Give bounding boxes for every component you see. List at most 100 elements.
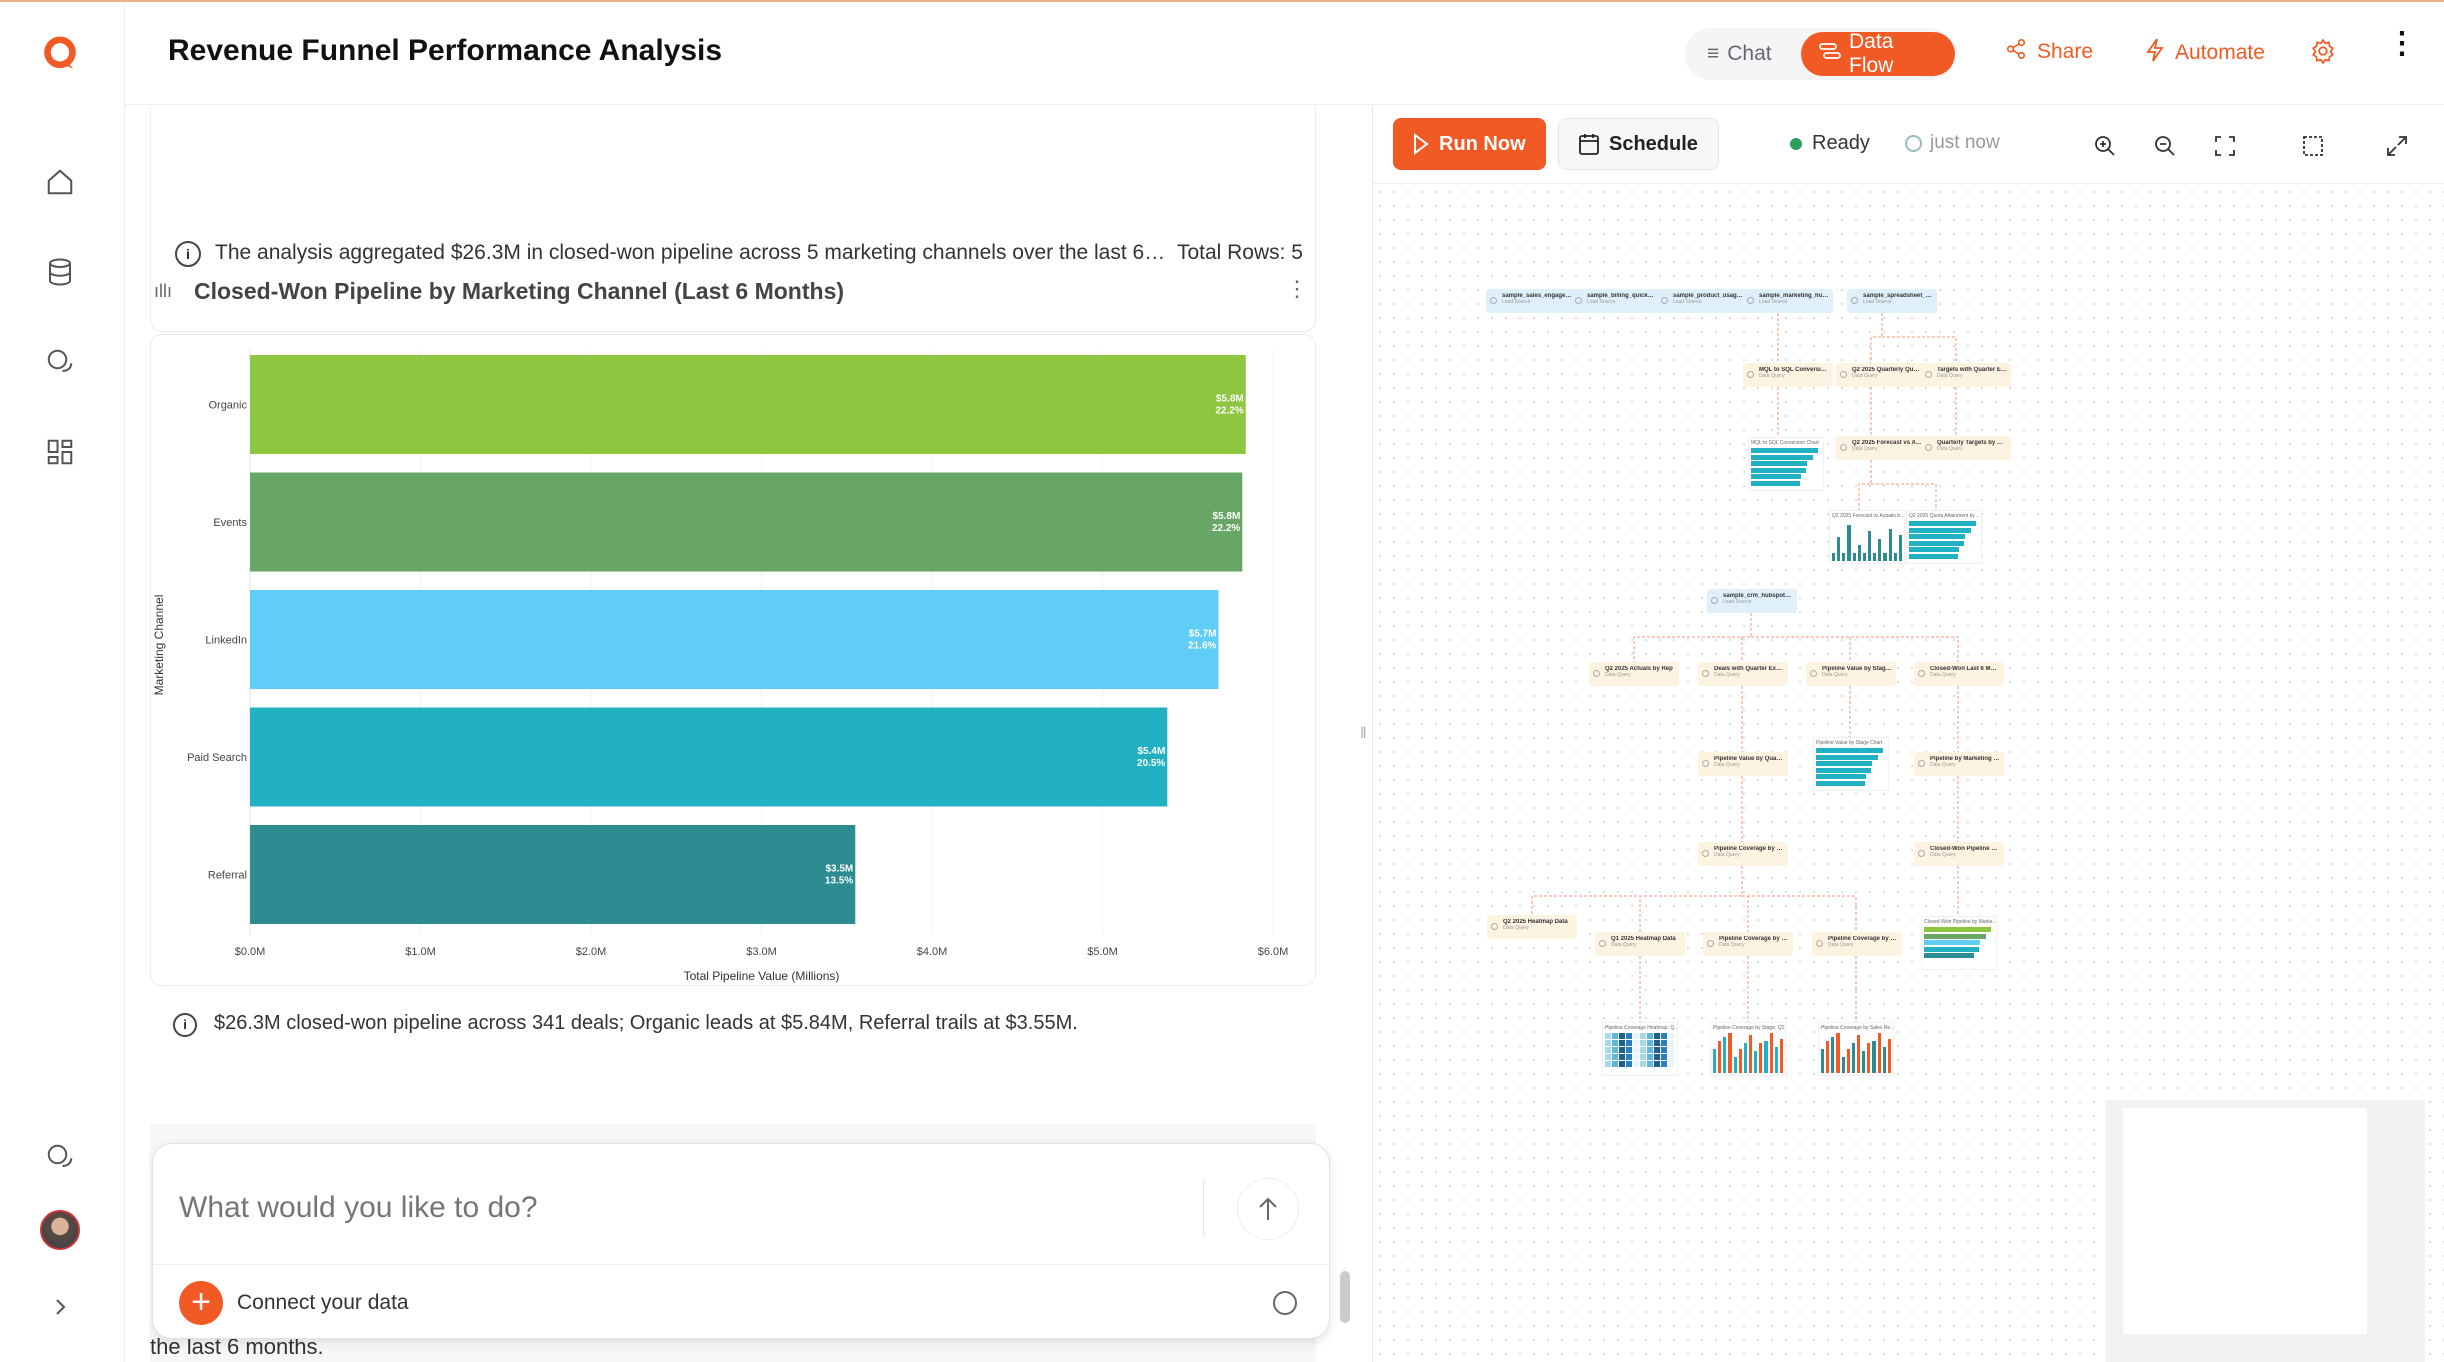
chart-node-title: Pipeline Coverage Heatmap: Q... (1605, 1025, 1678, 1031)
query-icon (1840, 371, 1847, 378)
chart-card: $0.0M $1.0M $2.0M $3.0M $4.0M $5.0M $6.0M Organ… (150, 334, 1316, 986)
flow-node-chart[interactable]: Q2 2025 Quota Attainment by ... (1906, 510, 1982, 564)
schedule-button[interactable]: Schedule (1558, 118, 1719, 170)
query-icon (1925, 371, 1932, 378)
bar-linkedin[interactable] (250, 590, 1219, 689)
query-icon (1593, 670, 1600, 677)
zoom-out-icon[interactable] (2153, 134, 2177, 158)
flow-node-query[interactable]: Q1 2025 Heatmap Data Data Query (1595, 932, 1685, 956)
flow-node-query[interactable]: Pipeline Value by Stage ... Data Query (1806, 662, 1896, 686)
flow-node-query[interactable]: Quarterly Targets by Rep Data Query (1921, 436, 2011, 460)
flow-node-query[interactable]: Q2 2025 Forecast vs Ac... Data Query (1836, 436, 1926, 460)
flow-node-query[interactable]: Deals with Quarter Extra... Data Query (1698, 662, 1788, 686)
automate-button[interactable]: Automate (2145, 38, 2265, 68)
select-area-icon[interactable] (2301, 134, 2325, 158)
flow-node-query[interactable]: Closed-Won Last 6 Mon... Data Query (1914, 662, 2004, 686)
history-clock-icon[interactable] (1273, 1291, 1297, 1315)
flow-node-source[interactable]: sample_spreadsheet_q... Load Source (1847, 289, 1937, 313)
x-tick-label: $0.0M (235, 946, 266, 958)
bar-paid-search[interactable] (250, 707, 1168, 807)
chart-menu-icon[interactable]: ⋮ (1286, 276, 1308, 301)
fullscreen-expand-icon[interactable] (2385, 134, 2409, 158)
bar-percent-label: 22.2% (1215, 406, 1243, 417)
fit-view-icon[interactable] (2213, 134, 2237, 158)
flow-node-query[interactable]: MQL to SQL Conversion ... Data Query (1743, 363, 1833, 387)
flow-edge (1751, 636, 1959, 662)
flow-node-source[interactable]: sample_crm_hubspot_d... Load Source (1707, 589, 1797, 613)
flow-node-chart[interactable]: Closed-Won Pipeline by Marke... (1921, 916, 1997, 970)
chat-icon[interactable] (40, 342, 80, 382)
flow-node-chart[interactable]: Pipeline Coverage by Stage: Q1... (1710, 1022, 1786, 1076)
expand-sidebar-chevron-icon[interactable] (40, 1287, 80, 1327)
minimap[interactable] (2105, 1100, 2425, 1362)
tab-chat[interactable]: ≡ Chat (1707, 42, 1772, 65)
run-now-button[interactable]: Run Now (1393, 118, 1546, 170)
flow-node-chart[interactable]: Pipeline Coverage Heatmap: Q... (1602, 1022, 1678, 1076)
flow-node-query[interactable]: Q2 2025 Heatmap Data Data Query (1487, 915, 1577, 939)
flow-node-query[interactable]: Pipeline Coverage by Re... Data Query (1812, 932, 1902, 956)
flow-node-query[interactable]: Pipeline Coverage by St... Data Query (1703, 932, 1793, 956)
bar-organic[interactable] (250, 355, 1246, 454)
flow-node-chart[interactable]: MQL to SQL Conversion Chart (1748, 437, 1824, 491)
flow-node-query[interactable]: Q2 2025 Quarterly Quot... Data Query (1836, 363, 1926, 387)
more-options-icon[interactable]: ⋮ (2387, 27, 2417, 60)
connect-data-button[interactable]: + Connect your data (179, 1281, 409, 1325)
node-type: Load Source (1863, 299, 1892, 305)
flow-node-source[interactable]: sample_product_usage... Load Source (1657, 289, 1747, 313)
scrollbar[interactable] (1340, 1271, 1350, 1323)
flow-node-query[interactable]: Q2 2025 Actuals by Rep Data Query (1589, 662, 1679, 686)
flow-canvas[interactable]: sample_sales_engagem... Load Source sample… (1373, 185, 2444, 1362)
conversations-icon[interactable] (40, 1137, 80, 1177)
x-tick-label: $5.0M (1087, 946, 1118, 958)
chart-thumbnail (1924, 927, 1994, 969)
zoom-in-icon[interactable] (2093, 134, 2117, 158)
dashboard-icon[interactable] (40, 432, 80, 472)
flow-node-source[interactable]: sample_sales_engagem... Load Source (1486, 289, 1576, 313)
flow-node-query[interactable]: Pipeline Value by Quart... Data Query (1698, 752, 1788, 776)
flow-node-query[interactable]: Pipeline by Marketing C... Data Query (1914, 752, 2004, 776)
flow-node-chart[interactable]: Pipeline Value by Stage Chart (1813, 737, 1889, 791)
tab-data-flow[interactable]: Data Flow (1801, 30, 1955, 77)
bar-referral[interactable] (250, 825, 856, 924)
home-icon[interactable] (40, 162, 80, 202)
flow-edge (1633, 613, 1752, 662)
minimap-viewport[interactable] (2123, 1108, 2367, 1334)
query-icon (1840, 444, 1847, 451)
query-icon (1918, 850, 1925, 857)
flow-node-query[interactable]: Targets with Quarter Ext... Data Query (1921, 363, 2011, 387)
data-flow-panel: Run Now Schedule Ready just now sample_s… (1373, 106, 2444, 1362)
flow-node-query[interactable]: Closed-Won Pipeline by ... Data Query (1914, 842, 2004, 866)
flow-node-chart[interactable]: Pipeline Coverage by Sales Re... (1818, 1022, 1894, 1076)
flow-node-source[interactable]: sample_marketing_hub... Load Source (1743, 289, 1833, 313)
bar-events[interactable] (250, 472, 1243, 572)
send-button[interactable] (1237, 1178, 1299, 1240)
query-icon (1702, 760, 1709, 767)
x-axis-title: Total Pipeline Value (Millions) (684, 969, 840, 983)
node-type: Load Source (1502, 299, 1531, 305)
flow-edge (1639, 895, 1742, 932)
status-dot-icon (1790, 137, 1802, 150)
chart-thumbnail (1605, 1033, 1675, 1075)
database-icon[interactable] (40, 252, 80, 292)
prompt-input[interactable] (179, 1178, 1179, 1238)
share-button[interactable]: Share (2005, 38, 2093, 66)
load-source-icon (1661, 297, 1668, 304)
settings-gear-icon[interactable] (2310, 38, 2336, 64)
resize-handle-icon[interactable]: ‖ (1360, 725, 1367, 742)
avatar[interactable] (40, 1210, 80, 1250)
app-logo[interactable] (40, 34, 80, 74)
node-type: Data Query (1605, 672, 1631, 678)
node-type: Data Query (1937, 373, 1963, 379)
flow-node-query[interactable]: Pipeline Coverage by St... Data Query (1698, 842, 1788, 866)
y-axis-title: Marketing Channel (152, 595, 166, 696)
flow-edge (1870, 313, 1883, 363)
node-type: Data Query (1828, 942, 1854, 948)
flow-node-chart[interactable]: Q2 2025 Forecast vs Actuals b... (1829, 510, 1905, 564)
node-type: Data Query (1822, 672, 1848, 678)
flow-node-source[interactable]: sample_billing_quickbo... Load Source (1571, 289, 1661, 313)
chart-thumbnail (1751, 448, 1821, 490)
flow-edges (1531, 313, 1959, 1022)
bar-value-label: $5.4M (1137, 746, 1165, 757)
clock-icon (1905, 134, 1922, 152)
panel-divider[interactable] (1372, 106, 1373, 1362)
